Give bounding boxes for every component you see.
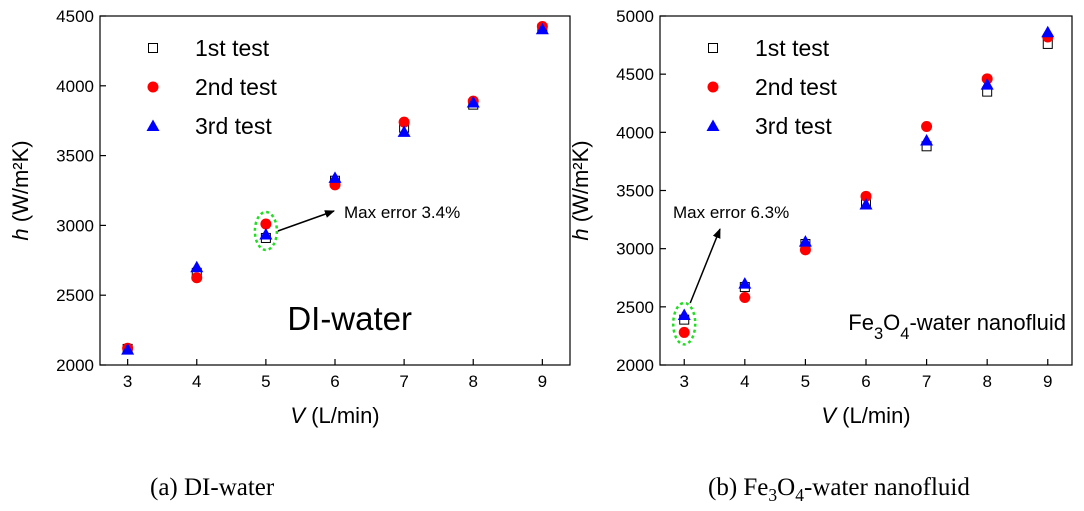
- x-tick-label: 4: [192, 372, 201, 391]
- y-tick-label: 3000: [616, 240, 654, 259]
- legend-marker-square: [708, 43, 718, 53]
- data-point-triangle: [121, 343, 135, 355]
- caption-b: (b) Fe3O4-water nanofluid: [708, 474, 970, 505]
- legend-label: 1st test: [195, 35, 270, 61]
- y-tick-label: 5000: [616, 7, 654, 26]
- highlight-ellipse: [671, 301, 697, 346]
- x-axis-label: V (L/min): [290, 403, 379, 428]
- data-point-triangle: [397, 125, 411, 137]
- data-point-circle: [799, 244, 811, 256]
- legend-marker-triangle: [706, 119, 720, 131]
- legend-label: 1st test: [755, 35, 830, 61]
- y-tick-label: 2500: [616, 298, 654, 317]
- y-tick-label: 4500: [56, 7, 94, 26]
- y-tick-label: 4500: [616, 65, 654, 84]
- y-tick-label: 3000: [56, 216, 94, 235]
- x-tick-label: 8: [469, 372, 478, 391]
- data-point-triangle: [535, 22, 549, 35]
- x-tick-label: 9: [1043, 372, 1052, 391]
- data-point-triangle: [798, 235, 812, 247]
- data-point-triangle: [859, 197, 873, 210]
- panel-label: DI-water: [287, 300, 412, 337]
- x-tick-label: 7: [922, 372, 931, 391]
- data-point-triangle: [1041, 25, 1055, 38]
- figure: 3 4 5 6 7 8 9 2000 2500 3000 3500 4000 4500 V (L/min)…: [8, 7, 1073, 428]
- annotation-text: Max error 6.3%: [673, 203, 789, 222]
- y-tick-label: 4000: [616, 123, 654, 142]
- data-point-triangle: [190, 260, 204, 273]
- data-point-circle: [921, 121, 933, 133]
- x-tick-label: 4: [740, 372, 749, 391]
- data-point-circle: [678, 326, 690, 338]
- y-tick-label: 2000: [56, 356, 94, 375]
- legend-label: 2nd test: [755, 74, 837, 100]
- data-point-triangle: [738, 277, 752, 289]
- x-tick-label: 7: [399, 372, 408, 391]
- legend-label: 2nd test: [195, 74, 277, 100]
- data-point-circle: [739, 292, 751, 304]
- annotation-arrow: [277, 210, 335, 232]
- x-tick-label: 8: [982, 372, 991, 391]
- panel-label: Fe3O4-water nanofluid: [848, 310, 1066, 343]
- data-point-triangle: [677, 308, 691, 320]
- legend-label: 3rd test: [755, 113, 832, 139]
- y-axis-label: h (W/m²K): [8, 140, 33, 240]
- annotation-text: Max error 3.4%: [344, 203, 460, 222]
- chart-panel-b: 3 4 5 6 7 8 9 2000 2500 3000 3500 4000 4500 5000 V (L/…: [568, 7, 1073, 428]
- x-tick-label: 5: [261, 372, 270, 391]
- highlight-ellipse: [253, 210, 279, 252]
- annotation-arrow: [689, 228, 721, 304]
- y-tick-label: 3500: [56, 147, 94, 166]
- x-tick-label: 3: [680, 372, 689, 391]
- data-point-triangle: [980, 78, 994, 90]
- x-tick-label: 9: [538, 372, 547, 391]
- legend-marker-circle: [707, 81, 719, 93]
- data-point-triangle: [259, 227, 273, 240]
- y-axis-label: h (W/m²K): [568, 140, 593, 240]
- legend-marker-triangle: [146, 119, 160, 131]
- y-tick-label: 3500: [616, 182, 654, 201]
- data-point-circle: [260, 218, 272, 230]
- data-point-triangle: [466, 96, 480, 108]
- x-axis-label: V (L/min): [821, 403, 910, 428]
- data-point-circle: [398, 116, 410, 128]
- x-tick-label: 3: [123, 372, 132, 391]
- y-tick-label: 2000: [616, 356, 654, 375]
- legend-marker-circle: [147, 81, 159, 93]
- x-tick-label: 5: [801, 372, 810, 391]
- data-point-triangle: [920, 133, 934, 146]
- legend-marker-square: [148, 43, 158, 53]
- data-point-triangle: [328, 171, 342, 183]
- legend-label: 3rd test: [195, 113, 272, 139]
- data-point-circle: [860, 190, 872, 202]
- x-tick-label: 6: [861, 372, 870, 391]
- chart-panel-a: 3 4 5 6 7 8 9 2000 2500 3000 3500 4000 4500 V (L/min)…: [8, 7, 571, 428]
- x-tick-label: 6: [330, 372, 339, 391]
- data-point-circle: [191, 272, 203, 284]
- caption-a: (a) DI-water: [150, 474, 275, 501]
- y-tick-label: 4000: [56, 77, 94, 96]
- y-tick-label: 2500: [56, 286, 94, 305]
